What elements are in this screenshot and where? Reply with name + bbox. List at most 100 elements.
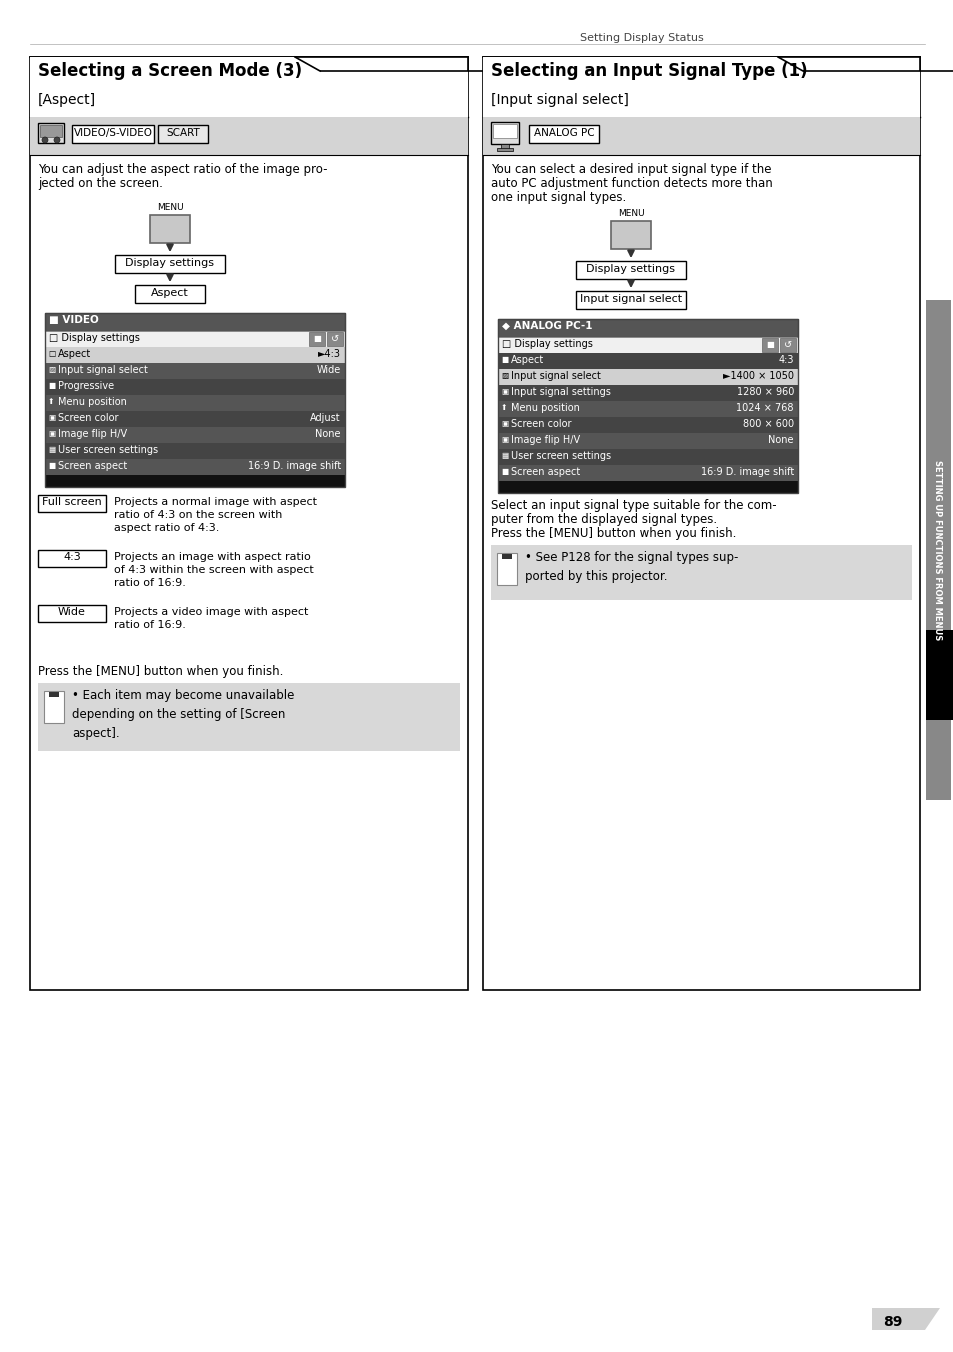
Text: ■ VIDEO: ■ VIDEO	[49, 315, 99, 324]
Text: ratio of 16:9.: ratio of 16:9.	[113, 579, 186, 588]
Bar	[38, 550, 106, 566]
Bar	[491, 545, 911, 600]
Bar	[30, 118, 468, 155]
Text: puter from the displayed signal types.: puter from the displayed signal types.	[491, 512, 717, 526]
Text: □ Display settings: □ Display settings	[501, 339, 592, 349]
Text: aspect ratio of 4:3.: aspect ratio of 4:3.	[113, 523, 219, 533]
Text: SCART: SCART	[166, 128, 200, 138]
Text: User screen settings: User screen settings	[58, 445, 158, 456]
Text: ▦: ▦	[48, 445, 55, 454]
Text: None: None	[768, 435, 793, 445]
Bar	[71, 124, 153, 143]
Text: ▨: ▨	[48, 365, 55, 375]
Bar	[38, 604, 106, 622]
Text: of 4:3 within the screen with aspect: of 4:3 within the screen with aspect	[113, 565, 314, 575]
Text: ►1400 × 1050: ►1400 × 1050	[722, 370, 793, 381]
Bar	[45, 443, 345, 458]
Text: ↺: ↺	[783, 339, 791, 350]
Text: Input signal settings: Input signal settings	[511, 387, 610, 397]
Bar	[115, 256, 225, 273]
Text: Image flip H/V: Image flip H/V	[58, 429, 127, 439]
Bar	[497, 553, 517, 585]
Text: Projects an image with aspect ratio: Projects an image with aspect ratio	[113, 552, 311, 562]
Bar	[135, 285, 205, 303]
Bar	[491, 122, 518, 145]
Bar	[45, 347, 345, 362]
Text: Display settings: Display settings	[126, 258, 214, 268]
Text: ►4:3: ►4:3	[317, 349, 340, 360]
Text: ■: ■	[500, 466, 508, 476]
Text: User screen settings: User screen settings	[511, 452, 611, 461]
Text: Full screen: Full screen	[42, 498, 102, 507]
Bar	[309, 333, 325, 346]
Bar	[45, 458, 345, 475]
Text: ▣: ▣	[48, 412, 55, 422]
Text: [Input signal select]: [Input signal select]	[491, 93, 628, 107]
Bar	[497, 147, 513, 151]
Bar	[497, 353, 797, 369]
Text: You can select a desired input signal type if the: You can select a desired input signal ty…	[491, 164, 771, 176]
Bar	[780, 338, 795, 352]
Bar	[482, 118, 919, 155]
Bar	[30, 57, 468, 118]
Text: Screen aspect: Screen aspect	[511, 466, 579, 477]
Text: Display settings: Display settings	[586, 264, 675, 274]
Text: one input signal types.: one input signal types.	[491, 191, 625, 204]
Text: 89: 89	[882, 1315, 902, 1329]
Text: 16:9 D. image shift: 16:9 D. image shift	[248, 461, 340, 470]
Text: ANALOG PC: ANALOG PC	[533, 128, 594, 138]
Text: 1280 × 960: 1280 × 960	[736, 387, 793, 397]
Bar	[497, 319, 797, 493]
Text: Screen color: Screen color	[511, 419, 571, 429]
Bar	[497, 402, 797, 416]
Bar	[497, 337, 797, 353]
Bar	[45, 331, 345, 347]
Text: ▣: ▣	[500, 419, 508, 429]
Text: ▦: ▦	[500, 452, 508, 460]
Circle shape	[42, 137, 48, 143]
Text: You can adjust the aspect ratio of the image pro-: You can adjust the aspect ratio of the i…	[38, 164, 327, 176]
Text: Adjust: Adjust	[310, 412, 340, 423]
Text: 4:3: 4:3	[778, 356, 793, 365]
Bar	[497, 319, 797, 337]
Bar	[576, 291, 685, 310]
Text: Menu position: Menu position	[511, 403, 579, 412]
Bar	[497, 481, 797, 493]
Bar	[327, 333, 343, 346]
Text: Input signal select: Input signal select	[58, 365, 148, 375]
Text: ▣: ▣	[500, 435, 508, 443]
Text: 16:9 D. image shift: 16:9 D. image shift	[700, 466, 793, 477]
Text: Input signal select: Input signal select	[511, 370, 600, 381]
Text: Projects a video image with aspect: Projects a video image with aspect	[113, 607, 308, 617]
Bar	[501, 554, 512, 558]
Text: Progressive: Progressive	[58, 381, 114, 391]
Text: Select an input signal type suitable for the com-: Select an input signal type suitable for…	[491, 499, 776, 512]
Text: VIDEO/S-VIDEO: VIDEO/S-VIDEO	[73, 128, 152, 138]
Bar	[761, 338, 778, 352]
Bar	[497, 465, 797, 481]
Bar	[38, 123, 64, 143]
Text: ■: ■	[48, 461, 55, 470]
Text: Aspect: Aspect	[511, 356, 543, 365]
Bar	[482, 57, 919, 990]
Text: ▣: ▣	[500, 387, 508, 396]
Bar	[150, 215, 190, 243]
Circle shape	[54, 137, 60, 143]
Text: 1024 × 768: 1024 × 768	[736, 403, 793, 412]
Bar	[45, 475, 345, 487]
Bar	[493, 124, 517, 138]
Text: □ Display settings: □ Display settings	[49, 333, 140, 343]
Text: Selecting an Input Signal Type (1): Selecting an Input Signal Type (1)	[491, 62, 807, 80]
Bar	[482, 57, 919, 118]
Text: • See P128 for the signal types sup-
ported by this projector.: • See P128 for the signal types sup- por…	[524, 552, 738, 583]
Text: auto PC adjustment function detects more than: auto PC adjustment function detects more…	[491, 177, 772, 191]
Bar	[45, 411, 345, 427]
Text: MENU: MENU	[156, 203, 183, 212]
Text: jected on the screen.: jected on the screen.	[38, 177, 163, 191]
Bar	[529, 124, 598, 143]
Text: Image flip H/V: Image flip H/V	[511, 435, 579, 445]
Text: ■: ■	[313, 334, 320, 343]
Text: • Each item may become unavailable
depending on the setting of [Screen
aspect].: • Each item may become unavailable depen…	[71, 690, 294, 740]
Bar	[925, 630, 953, 721]
Bar	[30, 57, 468, 990]
